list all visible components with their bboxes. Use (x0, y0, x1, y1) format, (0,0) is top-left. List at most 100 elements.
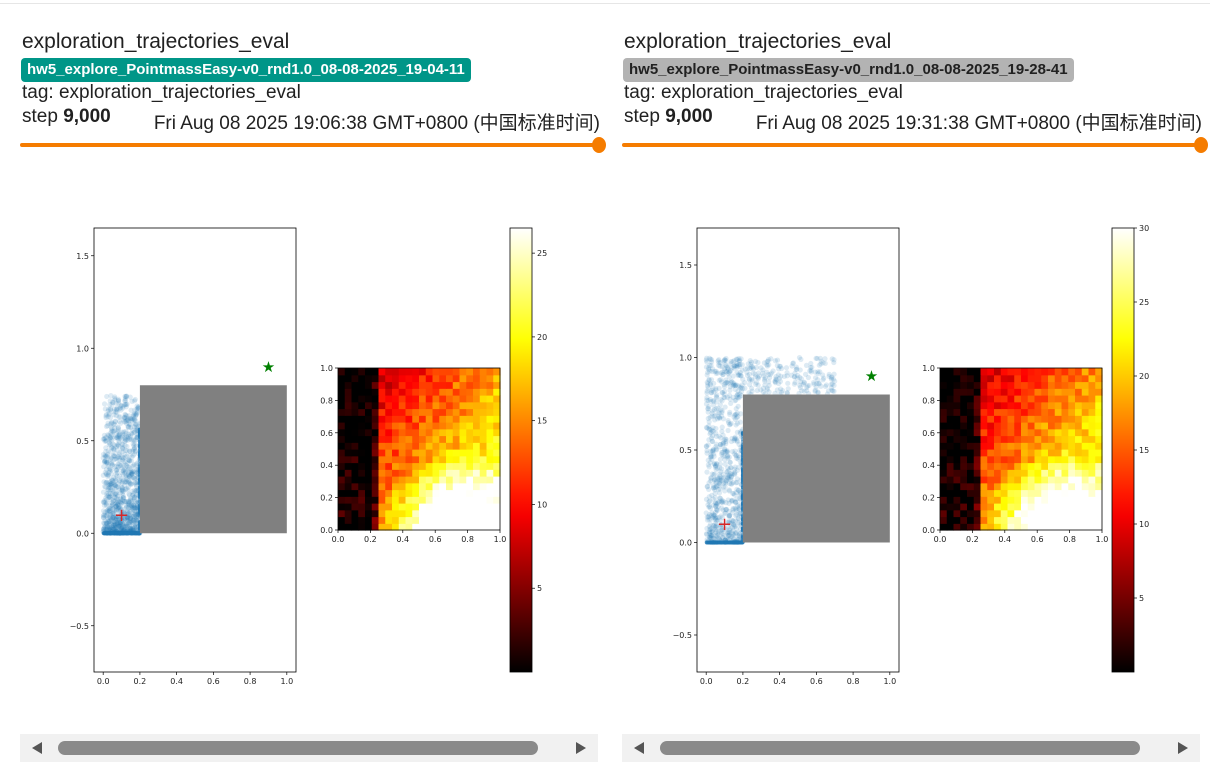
x-tick-label: 0.6 (429, 535, 442, 544)
trajectory-point (115, 442, 121, 448)
scrollbar-thumb[interactable] (58, 741, 538, 755)
trajectory-point (116, 432, 122, 438)
trajectory-point (104, 493, 110, 499)
heatmap-cell (412, 449, 420, 457)
heatmap-cell (398, 469, 407, 477)
heatmap-cell (392, 374, 400, 383)
heatmap-cell (1021, 435, 1029, 443)
trajectory-point (776, 363, 783, 369)
trajectory-point (115, 429, 121, 435)
trajectory-point (133, 418, 139, 424)
trajectory-point (103, 512, 110, 519)
trajectory-point (796, 354, 803, 361)
trajectory-point (711, 540, 716, 545)
trajectory-point (109, 461, 115, 468)
trajectory-point (731, 438, 737, 444)
trajectory-point (725, 529, 731, 535)
heatmap-cell (1068, 462, 1076, 470)
trajectory-point (729, 435, 735, 442)
heatmap-cell (419, 388, 427, 396)
trajectory-point (710, 433, 716, 439)
heatmap-cell (1095, 428, 1103, 437)
heatmap-cell (446, 368, 454, 376)
trajectory-point (725, 427, 731, 434)
step-slider[interactable] (20, 137, 606, 153)
trajectory-point (128, 407, 134, 413)
trajectory-point (110, 452, 116, 459)
heatmap-cell (973, 422, 982, 430)
trajectory-point (831, 371, 837, 377)
trajectory-point (820, 360, 826, 366)
heatmap-cell (953, 523, 961, 531)
trajectory-point (120, 432, 126, 438)
heatmap-cell (344, 489, 353, 497)
heatmap-cell (358, 408, 366, 416)
scroll-left-arrow-icon[interactable] (24, 734, 48, 762)
trajectory-point (128, 502, 134, 508)
heatmap-cell (371, 388, 380, 396)
trajectory-point (124, 479, 130, 485)
step-slider-thumb[interactable] (592, 137, 606, 153)
heatmap-cell (344, 401, 353, 410)
trajectory-point (115, 525, 121, 531)
heatmap-cell (1088, 469, 1096, 477)
step-slider[interactable] (622, 137, 1208, 153)
scroll-right-arrow-icon[interactable] (570, 734, 594, 762)
trajectory-point (712, 413, 718, 419)
trajectory-point (713, 520, 719, 526)
heatmap-cell (940, 476, 948, 484)
heatmap-cell (1081, 449, 1090, 457)
horizontal-scrollbar[interactable] (622, 734, 1200, 762)
trajectory-point (123, 393, 130, 400)
y-tick-label: 0.4 (922, 461, 935, 470)
heatmap-cell (466, 368, 474, 376)
heatmap-cell (371, 482, 380, 491)
trajectory-point (717, 495, 723, 501)
trajectory-point (822, 383, 829, 390)
heatmap-cell (392, 496, 400, 504)
heatmap-cell (1075, 523, 1083, 531)
heatmap-cell (940, 516, 948, 524)
horizontal-scrollbar[interactable] (20, 734, 598, 762)
heatmap-cell (1061, 381, 1069, 389)
step-slider-thumb[interactable] (1194, 137, 1208, 153)
trajectory-point (706, 376, 712, 383)
heatmap-cell (452, 435, 461, 443)
trajectory-point (119, 514, 126, 521)
heatmap-cell (980, 489, 988, 497)
trajectory-point (825, 388, 832, 394)
scroll-right-arrow-icon[interactable] (1172, 734, 1196, 762)
heatmap-cell (371, 435, 380, 443)
heatmap-cell (439, 415, 447, 423)
heatmap-cell (1048, 374, 1056, 383)
heatmap-cell (1000, 489, 1009, 497)
trajectory-point (109, 467, 115, 473)
heatmap-cell (466, 415, 474, 423)
heatmap-cell (405, 503, 413, 511)
trajectory-point (133, 411, 140, 417)
heatmap-cell (439, 455, 447, 464)
heatmap-cell (953, 408, 961, 416)
trajectory-point (716, 480, 722, 486)
trajectory-point (710, 511, 717, 518)
heatmap-cell (473, 401, 481, 410)
y-tick-label: 1.0 (922, 364, 935, 373)
trajectory-point (829, 374, 835, 380)
trajectory-point (724, 535, 730, 541)
trajectory-point (108, 436, 114, 442)
scroll-left-arrow-icon[interactable] (626, 734, 650, 762)
heatmap-cell (1014, 489, 1022, 497)
trajectory-point (121, 494, 127, 501)
trajectory-point (711, 476, 718, 482)
heatmap-cell (344, 442, 353, 450)
start-marker-icon: + (114, 505, 129, 526)
trajectory-point (720, 476, 727, 482)
trajectory-point (733, 513, 739, 519)
trajectory-point (731, 523, 738, 529)
heatmap-cell (973, 381, 982, 389)
trajectory-point (726, 508, 732, 515)
trajectory-point (102, 526, 109, 532)
trajectory-point (746, 390, 752, 396)
trajectory-point (797, 367, 803, 373)
scrollbar-thumb[interactable] (660, 741, 1140, 755)
